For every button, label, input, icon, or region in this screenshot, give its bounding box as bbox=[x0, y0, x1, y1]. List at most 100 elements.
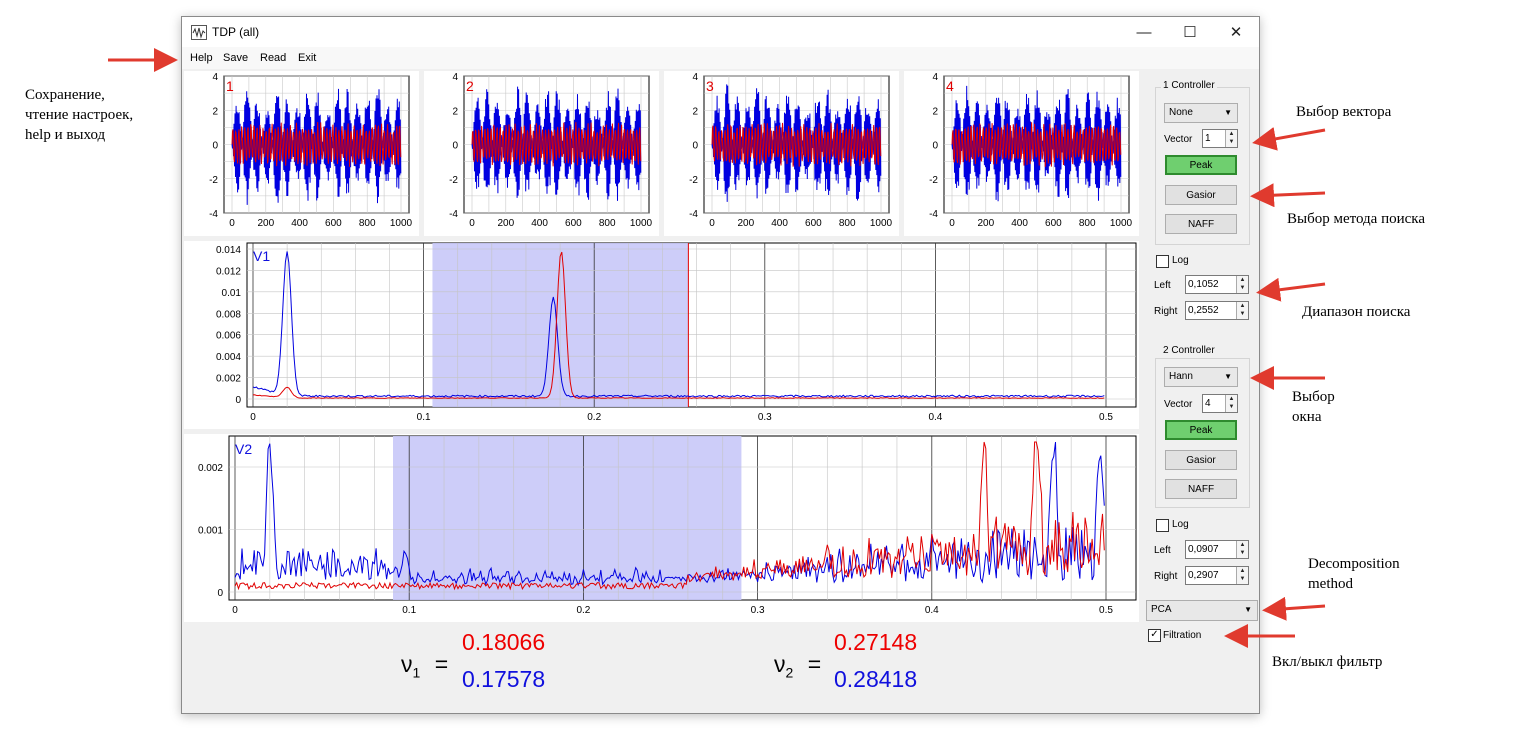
arrow-vector bbox=[1252, 127, 1326, 151]
signal-plot-4: 4 2 0 -2 -4 0 200 400 600 800 1000 4 bbox=[904, 71, 1139, 236]
x-tick-label: 800 bbox=[1079, 218, 1096, 229]
x-tick-label: 0 bbox=[232, 605, 238, 616]
spin-arrows-icon[interactable]: ▲ ▼ bbox=[1225, 130, 1237, 147]
y-tick-label: 0.01 bbox=[222, 288, 242, 299]
spectrum-plot-v2[interactable]: 0.002 0.001 0 0 0.1 0.2 0.3 0.4 0.5 V2 bbox=[184, 434, 1139, 622]
maximize-button[interactable]: ☐ bbox=[1183, 24, 1197, 41]
y-tick-label: 0 bbox=[212, 141, 218, 152]
minimize-button[interactable]: — bbox=[1136, 23, 1152, 41]
signal-plot-1: 4 2 0 -2 -4 0 200 400 600 800 1000 1 bbox=[184, 71, 419, 236]
x-tick-label: 0.2 bbox=[587, 412, 601, 423]
signal-plot-2: 4 2 0 -2 -4 0 200 400 600 800 1000 2 bbox=[424, 71, 659, 236]
y-tick-label: -2 bbox=[209, 175, 218, 186]
y-tick-label: 0 bbox=[692, 141, 698, 152]
spectrum-label: V2 bbox=[235, 441, 252, 457]
spin-arrows-icon[interactable]: ▲ ▼ bbox=[1236, 302, 1248, 319]
arrow-decomposition bbox=[1262, 596, 1326, 621]
spin-arrows-icon[interactable]: ▲ ▼ bbox=[1236, 567, 1248, 584]
plot-number: 1 bbox=[226, 78, 234, 94]
right-spinbox-2[interactable]: 0,2907 ▲ ▼ bbox=[1185, 566, 1249, 585]
y-tick-label: 2 bbox=[212, 106, 218, 117]
x-tick-label: 600 bbox=[805, 218, 822, 229]
x-tick-label: 0 bbox=[229, 218, 235, 229]
plot-number: 2 bbox=[466, 78, 474, 94]
spin-arrows-icon[interactable]: ▲ ▼ bbox=[1236, 541, 1248, 558]
y-tick-label: 4 bbox=[932, 72, 938, 83]
x-tick-label: 800 bbox=[359, 218, 376, 229]
x-tick-label: 0.4 bbox=[925, 605, 939, 616]
annotation-save-read: Сохранение, чтение настроек, help и выхо… bbox=[25, 87, 134, 143]
annotation-method: Выбор метода поиска bbox=[1287, 211, 1426, 227]
y-tick-label: -4 bbox=[929, 209, 938, 220]
left-label-2: Left bbox=[1154, 545, 1171, 556]
y-tick-label: 0.004 bbox=[216, 352, 241, 363]
plot-frame bbox=[246, 242, 1137, 408]
log-label-1: Log bbox=[1172, 255, 1189, 266]
gasior-button-1[interactable]: Gasior bbox=[1165, 185, 1237, 205]
menu-save[interactable]: Save bbox=[223, 52, 249, 64]
signal-plot-3: 4 2 0 -2 -4 0 200 400 600 800 1000 3 bbox=[664, 71, 899, 236]
signal-series-red bbox=[951, 122, 1122, 167]
spectrum-series-blue bbox=[252, 251, 1105, 398]
menu-help[interactable]: Help bbox=[190, 52, 213, 64]
x-tick-label: 0.2 bbox=[576, 605, 590, 616]
spectrum-series-red bbox=[234, 441, 1105, 591]
x-tick-label: 800 bbox=[839, 218, 856, 229]
right-label-1: Right bbox=[1154, 306, 1178, 317]
log-checkbox-2[interactable] bbox=[1156, 519, 1169, 532]
nu1-blue-value: 0.17578 bbox=[462, 666, 546, 692]
x-tick-label: 1000 bbox=[390, 218, 413, 229]
vector-2-spinbox[interactable]: 4 ▲ ▼ bbox=[1202, 394, 1238, 413]
spectrum-series-red bbox=[252, 251, 1105, 399]
signal-series-red bbox=[711, 122, 882, 167]
x-tick-label: 400 bbox=[771, 218, 788, 229]
y-tick-label: 0 bbox=[932, 141, 938, 152]
decomposition-combo[interactable]: PCA ▼ bbox=[1146, 600, 1258, 621]
close-button[interactable]: ✕ bbox=[1229, 24, 1243, 41]
annotation-vector: Выбор вектора bbox=[1296, 104, 1392, 120]
naff-button-2[interactable]: NAFF bbox=[1165, 479, 1237, 499]
x-tick-label: 600 bbox=[325, 218, 342, 229]
right-spinbox-1[interactable]: 0,2552 ▲ ▼ bbox=[1185, 301, 1249, 320]
log-checkbox-1[interactable] bbox=[1156, 255, 1169, 268]
signal-series-red bbox=[231, 121, 402, 167]
spectrum-plot-v1[interactable]: 0.014 0.012 0.01 0.008 0.006 0.004 0.002 0 0 0.1 0… bbox=[184, 241, 1139, 429]
window-title: TDP (all) bbox=[212, 25, 260, 39]
x-tick-label: 200 bbox=[257, 218, 274, 229]
selection-region bbox=[392, 436, 742, 600]
y-tick-label: 4 bbox=[212, 72, 218, 83]
y-tick-label: 0.002 bbox=[216, 374, 241, 385]
annotation-window: Выбор окна bbox=[1292, 389, 1335, 425]
menu-exit[interactable]: Exit bbox=[298, 52, 317, 64]
x-tick-label: 0 bbox=[949, 218, 955, 229]
nu2-label: ν2 = bbox=[774, 651, 822, 681]
naff-button-1[interactable]: NAFF bbox=[1165, 214, 1237, 234]
x-tick-label: 0.1 bbox=[417, 412, 431, 423]
window-combo[interactable]: Hann ▼ bbox=[1164, 367, 1238, 387]
nu1-red-value: 0.18066 bbox=[462, 629, 546, 655]
x-tick-label: 600 bbox=[565, 218, 582, 229]
controller-1-combo[interactable]: None ▼ bbox=[1164, 103, 1238, 123]
peak-button-2[interactable]: Peak bbox=[1165, 420, 1237, 440]
y-tick-label: 0 bbox=[452, 141, 458, 152]
menu-read[interactable]: Read bbox=[260, 52, 287, 64]
y-tick-label: 4 bbox=[692, 72, 698, 83]
left-spinbox-2[interactable]: 0,0907 ▲ ▼ bbox=[1185, 540, 1249, 559]
x-tick-label: 400 bbox=[291, 218, 308, 229]
chevron-down-icon: ▼ bbox=[1224, 108, 1232, 117]
left-spinbox-1[interactable]: 0,1052 ▲ ▼ bbox=[1185, 275, 1249, 294]
spin-arrows-icon[interactable]: ▲ ▼ bbox=[1236, 276, 1248, 293]
arrow-method bbox=[1250, 183, 1326, 208]
spin-arrows-icon[interactable]: ▲ ▼ bbox=[1225, 395, 1237, 412]
annotation-decomposition: Decomposition method bbox=[1308, 556, 1400, 592]
left-label-1: Left bbox=[1154, 280, 1171, 291]
x-tick-label: 0.3 bbox=[751, 605, 765, 616]
vector-1-spinbox[interactable]: 1 ▲ ▼ bbox=[1202, 129, 1238, 148]
peak-button-1[interactable]: Peak bbox=[1165, 155, 1237, 175]
gasior-button-2[interactable]: Gasior bbox=[1165, 450, 1237, 470]
filtration-checkbox[interactable]: ✓ bbox=[1148, 629, 1161, 642]
vector-2-label: Vector bbox=[1164, 399, 1193, 410]
arrow-range bbox=[1256, 277, 1326, 302]
x-tick-label: 1000 bbox=[1110, 218, 1133, 229]
